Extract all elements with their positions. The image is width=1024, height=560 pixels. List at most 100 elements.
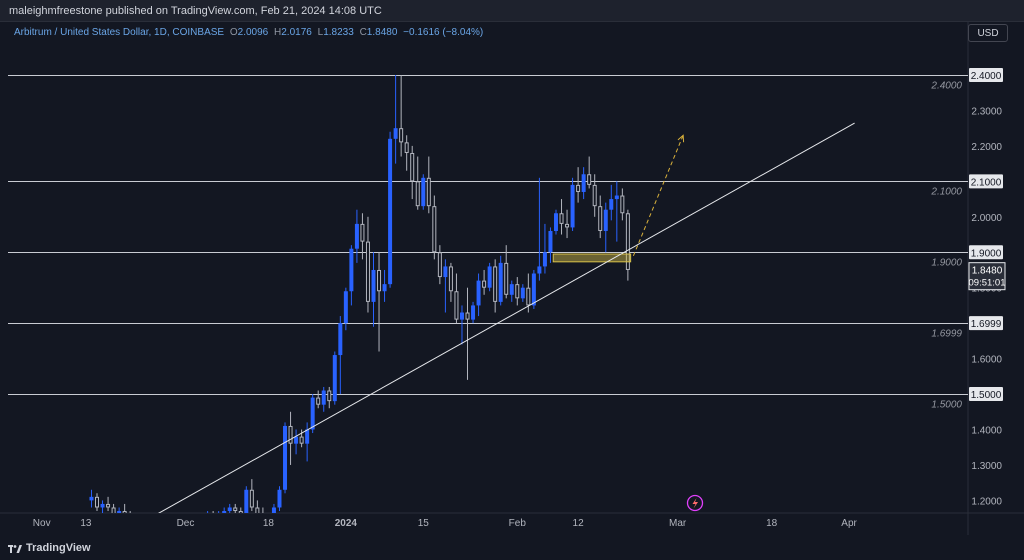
time-axis-label: Mar — [669, 518, 687, 529]
price-axis-label: 2.3000 — [971, 106, 1002, 117]
candle — [377, 252, 382, 352]
candle — [382, 269, 387, 302]
price-axis-tag: 1.5000 — [969, 387, 1003, 402]
candle-body — [195, 522, 199, 526]
candle-body — [603, 209, 608, 231]
candle-body — [482, 280, 487, 288]
candle-body — [498, 262, 503, 302]
candle-body — [222, 511, 227, 513]
candle-body — [537, 266, 542, 274]
candle-body — [316, 397, 321, 405]
candle — [498, 255, 503, 306]
candle-body — [382, 284, 387, 292]
candle-body — [399, 128, 404, 143]
candle-body — [332, 355, 337, 402]
candle-body — [271, 507, 276, 513]
price-axis-tag-bg — [969, 316, 1003, 331]
candle-body — [526, 287, 531, 306]
candle-body — [100, 503, 105, 508]
candle-body — [244, 489, 249, 513]
price-axis-label: 1.4000 — [971, 426, 1002, 437]
candle — [327, 386, 332, 409]
candle-body — [520, 287, 525, 299]
candle-body — [139, 518, 143, 522]
candle-body — [493, 266, 498, 302]
candle — [614, 181, 619, 242]
candle-body — [437, 252, 442, 278]
price-axis-tag-text: 1.5000 — [971, 390, 1002, 401]
candle — [598, 195, 603, 239]
candle-body — [487, 266, 492, 288]
candle-body — [432, 206, 437, 253]
candle — [95, 493, 99, 512]
price-axis-tag-text: 1.9000 — [971, 248, 1002, 259]
candle-body — [415, 181, 420, 207]
candle-body — [288, 425, 293, 444]
time-axis-label: Dec — [177, 518, 195, 529]
tradingview-logo[interactable]: TradingView — [8, 542, 91, 554]
trendline — [158, 122, 855, 513]
candle — [465, 287, 470, 380]
demand-zone — [552, 253, 632, 263]
candle — [448, 262, 453, 302]
candle — [570, 177, 575, 231]
candle-body — [305, 429, 310, 444]
candle — [443, 259, 448, 313]
candle — [262, 507, 264, 513]
candle — [625, 209, 630, 281]
candle-body — [587, 174, 592, 185]
candle-body — [581, 174, 586, 192]
price-axis-tag: 2.4000 — [969, 68, 1003, 82]
candle — [565, 209, 570, 239]
price-axis-tag-bg — [969, 174, 1003, 189]
candle-body — [576, 184, 581, 192]
candle — [294, 429, 299, 455]
open-value: 2.0096 — [237, 27, 269, 38]
price-axis-label: 1.6000 — [971, 355, 1002, 366]
candle-body — [349, 248, 354, 292]
time-axis-label: 18 — [766, 518, 778, 529]
candle-body — [609, 199, 614, 210]
price-axis-label: 1.2000 — [971, 496, 1002, 507]
candle — [255, 500, 260, 513]
candle — [349, 245, 354, 306]
candle — [145, 515, 148, 529]
candle-body — [172, 529, 176, 533]
candle-body — [625, 213, 630, 270]
footer: TradingView — [0, 535, 1024, 560]
candle — [238, 507, 243, 513]
price-axis-tag-text: 2.4000 — [971, 71, 1002, 82]
last-price-countdown: 09:51:01 — [969, 278, 1006, 289]
candle — [515, 277, 520, 306]
candle — [415, 156, 420, 210]
candle-body — [294, 436, 299, 444]
candle — [167, 525, 170, 535]
price-axis-tag: 1.6999 — [969, 316, 1003, 331]
candle — [421, 174, 426, 210]
currency-button[interactable]: USD — [968, 24, 1008, 42]
time-axis-label: Feb — [509, 518, 527, 529]
symbol-name[interactable]: Arbitrum / United States Dollar, 1D, COI… — [14, 27, 225, 38]
high-label: H — [274, 27, 282, 38]
price-chart[interactable]: 2.4000 2.1000 1.9000 1.6999 1.5000 2.4000 2.30… — [0, 0, 1024, 535]
candle-body — [614, 195, 619, 200]
candle-body — [426, 177, 431, 207]
candle-body — [162, 526, 165, 529]
projection-path — [632, 135, 684, 256]
candle-body — [212, 515, 215, 518]
candle-body — [129, 515, 132, 518]
candle-body — [388, 138, 393, 285]
candle-body — [156, 525, 160, 529]
close-value: 1.8480 — [366, 27, 398, 38]
candle — [426, 156, 431, 214]
time-axis-label: 13 — [80, 518, 92, 529]
candle — [493, 259, 498, 313]
candle — [587, 156, 592, 189]
candle-body — [111, 507, 116, 513]
candle-body — [504, 262, 509, 295]
candle — [509, 280, 514, 302]
candle — [360, 213, 365, 260]
candle-body — [465, 312, 470, 320]
candle — [487, 262, 492, 292]
